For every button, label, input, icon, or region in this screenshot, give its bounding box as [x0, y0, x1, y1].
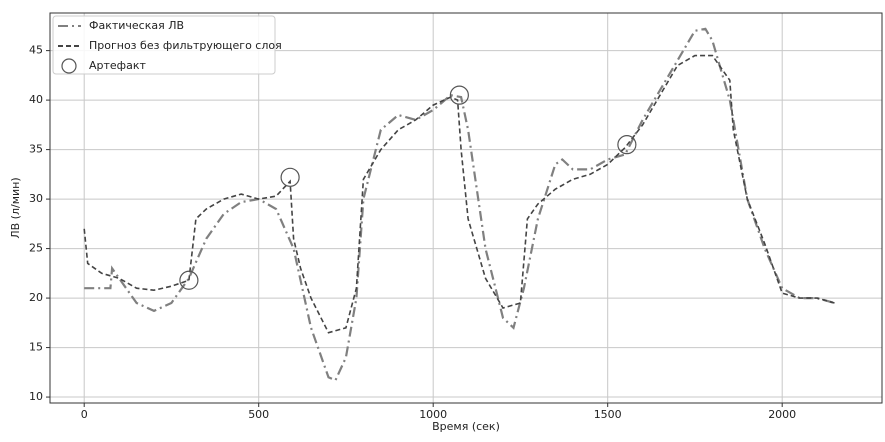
y-tick-label: 15	[29, 341, 43, 354]
y-tick-label: 30	[29, 192, 43, 205]
x-axis-label: Время (сек)	[432, 420, 500, 433]
legend-label: Артефакт	[89, 59, 146, 72]
x-tick-label: 500	[248, 408, 269, 421]
artifact-marker	[179, 270, 199, 290]
y-tick-label: 40	[29, 93, 43, 106]
x-tick-label: 1500	[594, 408, 622, 421]
y-tick-label: 45	[29, 44, 43, 57]
legend-box	[52, 15, 276, 75]
x-tick-label: 1000	[419, 408, 447, 421]
legend-label: Фактическая ЛВ	[89, 19, 184, 32]
y-axis-label: ЛВ (л/мин)	[9, 177, 22, 238]
x-tick-label: 0	[81, 408, 88, 421]
plot-frame	[49, 12, 883, 404]
artifact-marker	[280, 167, 300, 187]
x-tick-label: 2000	[768, 408, 796, 421]
y-tick-label: 10	[29, 390, 43, 403]
y-tick-label: 20	[29, 291, 43, 304]
artifact-marker	[617, 135, 637, 155]
y-tick-label: 35	[29, 143, 43, 156]
y-tick-label: 25	[29, 242, 43, 255]
legend-marker	[61, 58, 77, 74]
artifact-marker	[449, 85, 469, 105]
legend-label: Прогноз без фильтрующего слоя	[89, 39, 282, 52]
